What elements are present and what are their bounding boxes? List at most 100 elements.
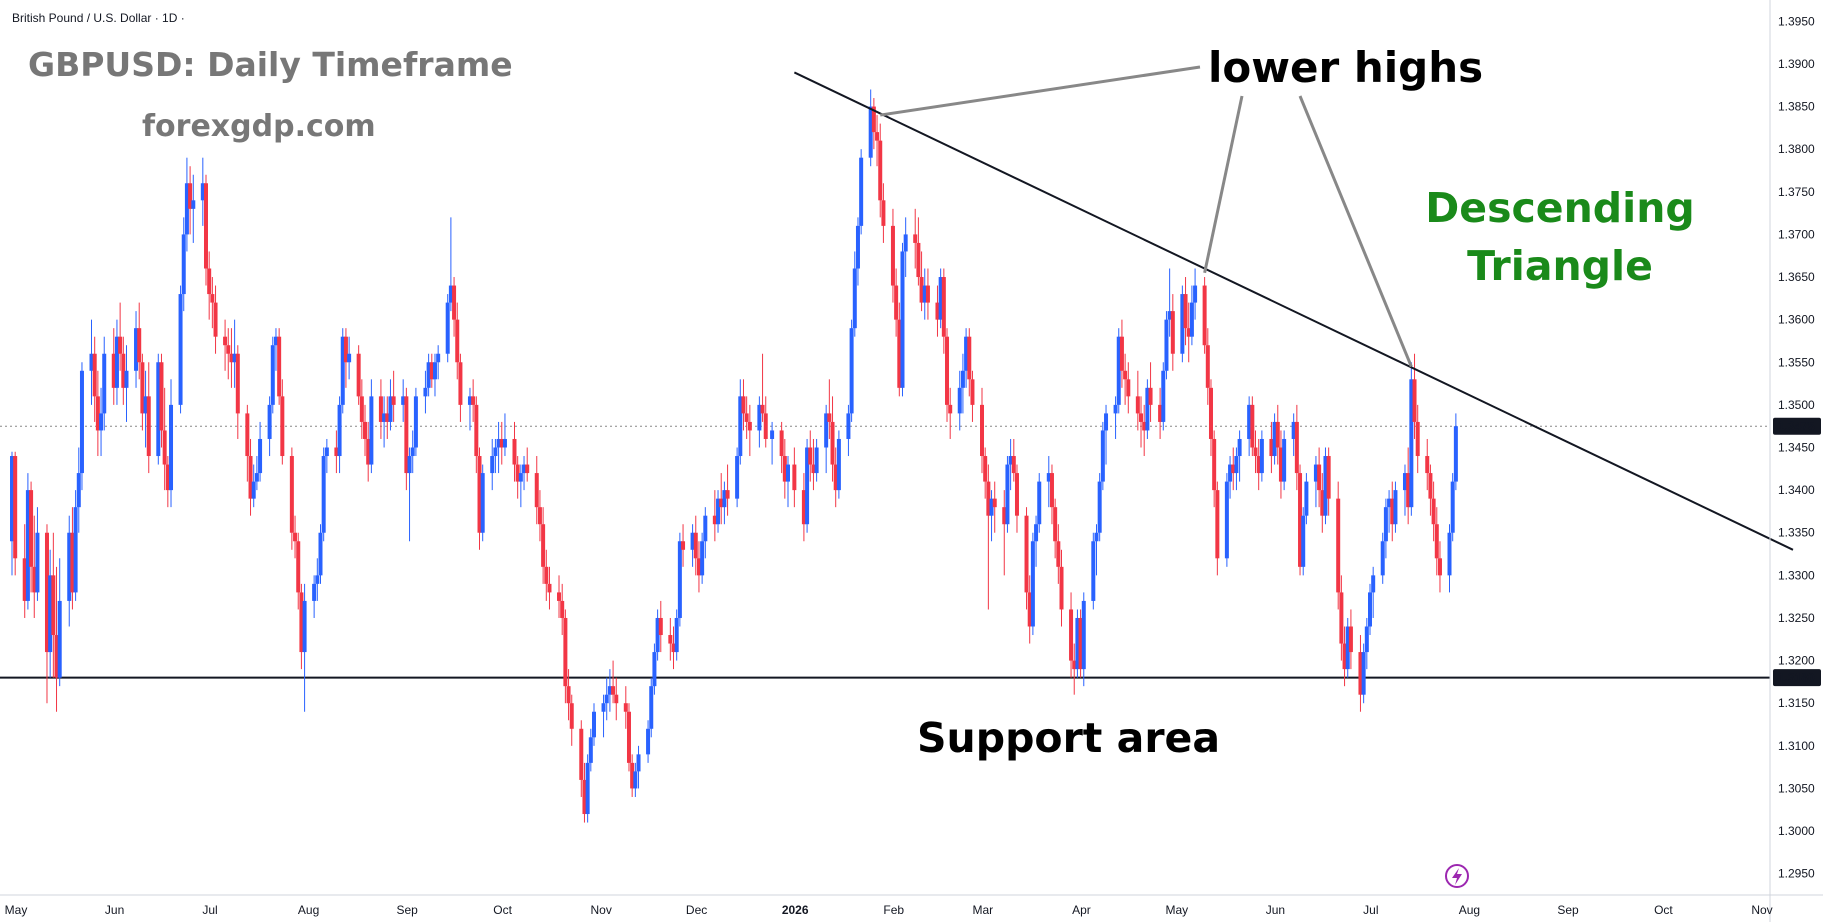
candle-body <box>1091 541 1096 601</box>
candle-body <box>900 251 905 388</box>
candle-body <box>827 413 832 422</box>
candle-body <box>471 396 476 405</box>
candle-body <box>432 362 437 380</box>
candle-body <box>76 473 81 508</box>
candle-body <box>1437 558 1442 576</box>
candle-body <box>1371 575 1376 593</box>
candle-body <box>1072 660 1077 670</box>
candle-body <box>738 396 743 457</box>
candle-body <box>960 370 965 388</box>
candle-body <box>455 319 460 363</box>
candle-body <box>1119 336 1124 371</box>
candle-body <box>48 575 53 653</box>
candle-body <box>957 387 962 414</box>
candle-body <box>1126 379 1131 397</box>
candle-body <box>423 387 428 397</box>
candle-body <box>852 268 857 329</box>
candle-body <box>875 132 880 141</box>
support-price-label-text: 1.3180 <box>1778 671 1815 685</box>
candle-body <box>429 362 434 380</box>
candle-body <box>894 285 899 320</box>
candle-body <box>1224 481 1229 559</box>
candle-body <box>1447 532 1452 576</box>
candle-body <box>458 362 463 405</box>
candle-body <box>760 404 765 414</box>
candle-body <box>964 336 969 371</box>
candle-body <box>223 336 228 346</box>
candle-body <box>267 404 272 439</box>
chart-title: GBPUSD: Daily Timeframe <box>28 45 513 84</box>
candle-body <box>557 592 562 601</box>
symbol-info: British Pound / U.S. Dollar · 1D · <box>12 11 185 25</box>
candle-body <box>134 328 139 371</box>
candle-body <box>1053 507 1058 542</box>
candle-body <box>226 345 231 354</box>
x-tick-label: Dec <box>686 903 707 917</box>
candle-body <box>448 285 453 303</box>
candle-body <box>786 464 790 482</box>
candle-body <box>363 421 368 439</box>
candle-body <box>983 456 988 482</box>
candle-body <box>833 464 838 491</box>
candle-body <box>989 498 994 516</box>
y-axis-ticks: 1.2950 1.3000 1.3050 1.3100 1.3150 1.3200 1.32… <box>1778 14 1815 880</box>
candle-body <box>890 225 895 286</box>
candle-body <box>1326 456 1331 499</box>
candle-body <box>334 447 339 457</box>
plot-background <box>0 0 1770 895</box>
candle-body <box>579 728 584 780</box>
candle-body <box>493 447 498 457</box>
candle-body <box>1278 447 1283 482</box>
candle-body <box>1186 328 1191 337</box>
candle-body <box>248 456 253 499</box>
candle-body <box>696 558 701 576</box>
candle-body <box>102 353 107 414</box>
candle-body <box>289 456 294 533</box>
candle-body <box>744 413 749 422</box>
candle-body <box>210 294 215 303</box>
candle-body <box>916 242 921 278</box>
candle-body <box>560 600 565 618</box>
candle-body <box>1272 421 1277 457</box>
candle-body <box>280 396 285 457</box>
x-tick-label: Oct <box>493 903 512 917</box>
candle-body <box>582 779 587 815</box>
lower-highs-label: lower highs <box>1208 43 1483 92</box>
candle-body <box>1298 473 1303 567</box>
candle-body <box>1364 626 1369 653</box>
candle-body <box>1145 387 1150 431</box>
candle-body <box>235 353 240 414</box>
candle-body <box>200 183 205 201</box>
candle-body <box>792 464 797 491</box>
candle-body <box>356 353 361 397</box>
candle-body <box>1135 396 1140 414</box>
candle-body <box>1056 541 1061 567</box>
candle-body <box>836 438 841 491</box>
candle-body <box>782 456 787 482</box>
y-tick-label: 1.3600 <box>1778 313 1815 327</box>
candle-body <box>124 370 129 388</box>
candle-body <box>649 686 654 729</box>
candle-body <box>70 532 75 593</box>
candle-body <box>258 438 263 474</box>
candle-body <box>378 396 383 422</box>
descending-trendline <box>793 71 1794 551</box>
candle-body <box>1189 302 1194 337</box>
candle-body <box>401 396 406 405</box>
candle-body <box>207 268 212 295</box>
candle-body <box>159 362 164 431</box>
candle-body <box>1348 626 1353 653</box>
lightning-icon[interactable] <box>1445 864 1469 888</box>
candle-body <box>343 336 348 363</box>
candle-body <box>925 285 930 303</box>
lower-high-pointer <box>880 65 1201 117</box>
candle-body <box>1339 592 1344 644</box>
candle-body <box>57 600 62 678</box>
candle-body <box>779 430 784 457</box>
candle-body <box>623 703 628 712</box>
candle-body <box>296 541 301 593</box>
y-tick-label: 1.3650 <box>1778 270 1815 284</box>
lower-high-pointer <box>1203 95 1244 274</box>
candle-body <box>1361 652 1366 695</box>
candle-body <box>347 353 352 363</box>
